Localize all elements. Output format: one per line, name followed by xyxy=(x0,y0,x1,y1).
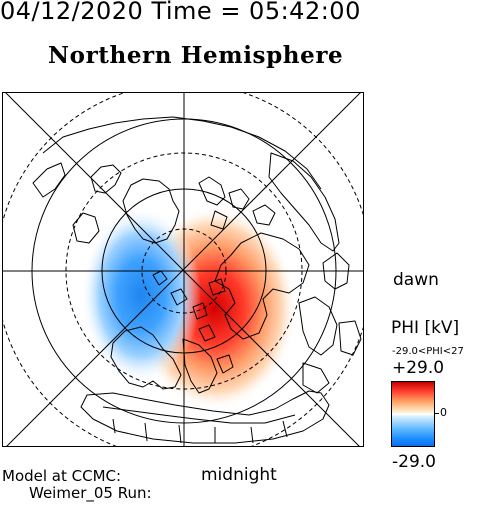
colorbar-min-label: -29.0 xyxy=(392,452,436,472)
run-credit: Weimer_05 Run: xyxy=(29,484,152,502)
model-credit: Model at CCMC: xyxy=(2,467,122,485)
hemisphere-title: Northern Hemisphere xyxy=(48,42,344,69)
date-time-title: 04/12/2020 Time = 05:42:00 xyxy=(0,0,361,25)
colorbar xyxy=(391,381,435,447)
legend-title: PHI [kV] xyxy=(391,318,460,338)
dawn-label: dawn xyxy=(393,270,439,290)
midnight-label: midnight xyxy=(201,465,277,485)
coastlines xyxy=(32,116,362,444)
meridian-diagonal-b xyxy=(6,93,361,446)
colorbar-zero-tick xyxy=(435,413,439,414)
colorbar-max-label: +29.0 xyxy=(392,358,445,378)
polar-map-frame xyxy=(2,92,364,447)
legend-range: -29.0<PHI<27 xyxy=(392,346,464,357)
colorbar-zero-label: 0 xyxy=(440,406,447,419)
polar-map xyxy=(3,93,363,446)
negative-potential-cell xyxy=(81,207,201,383)
